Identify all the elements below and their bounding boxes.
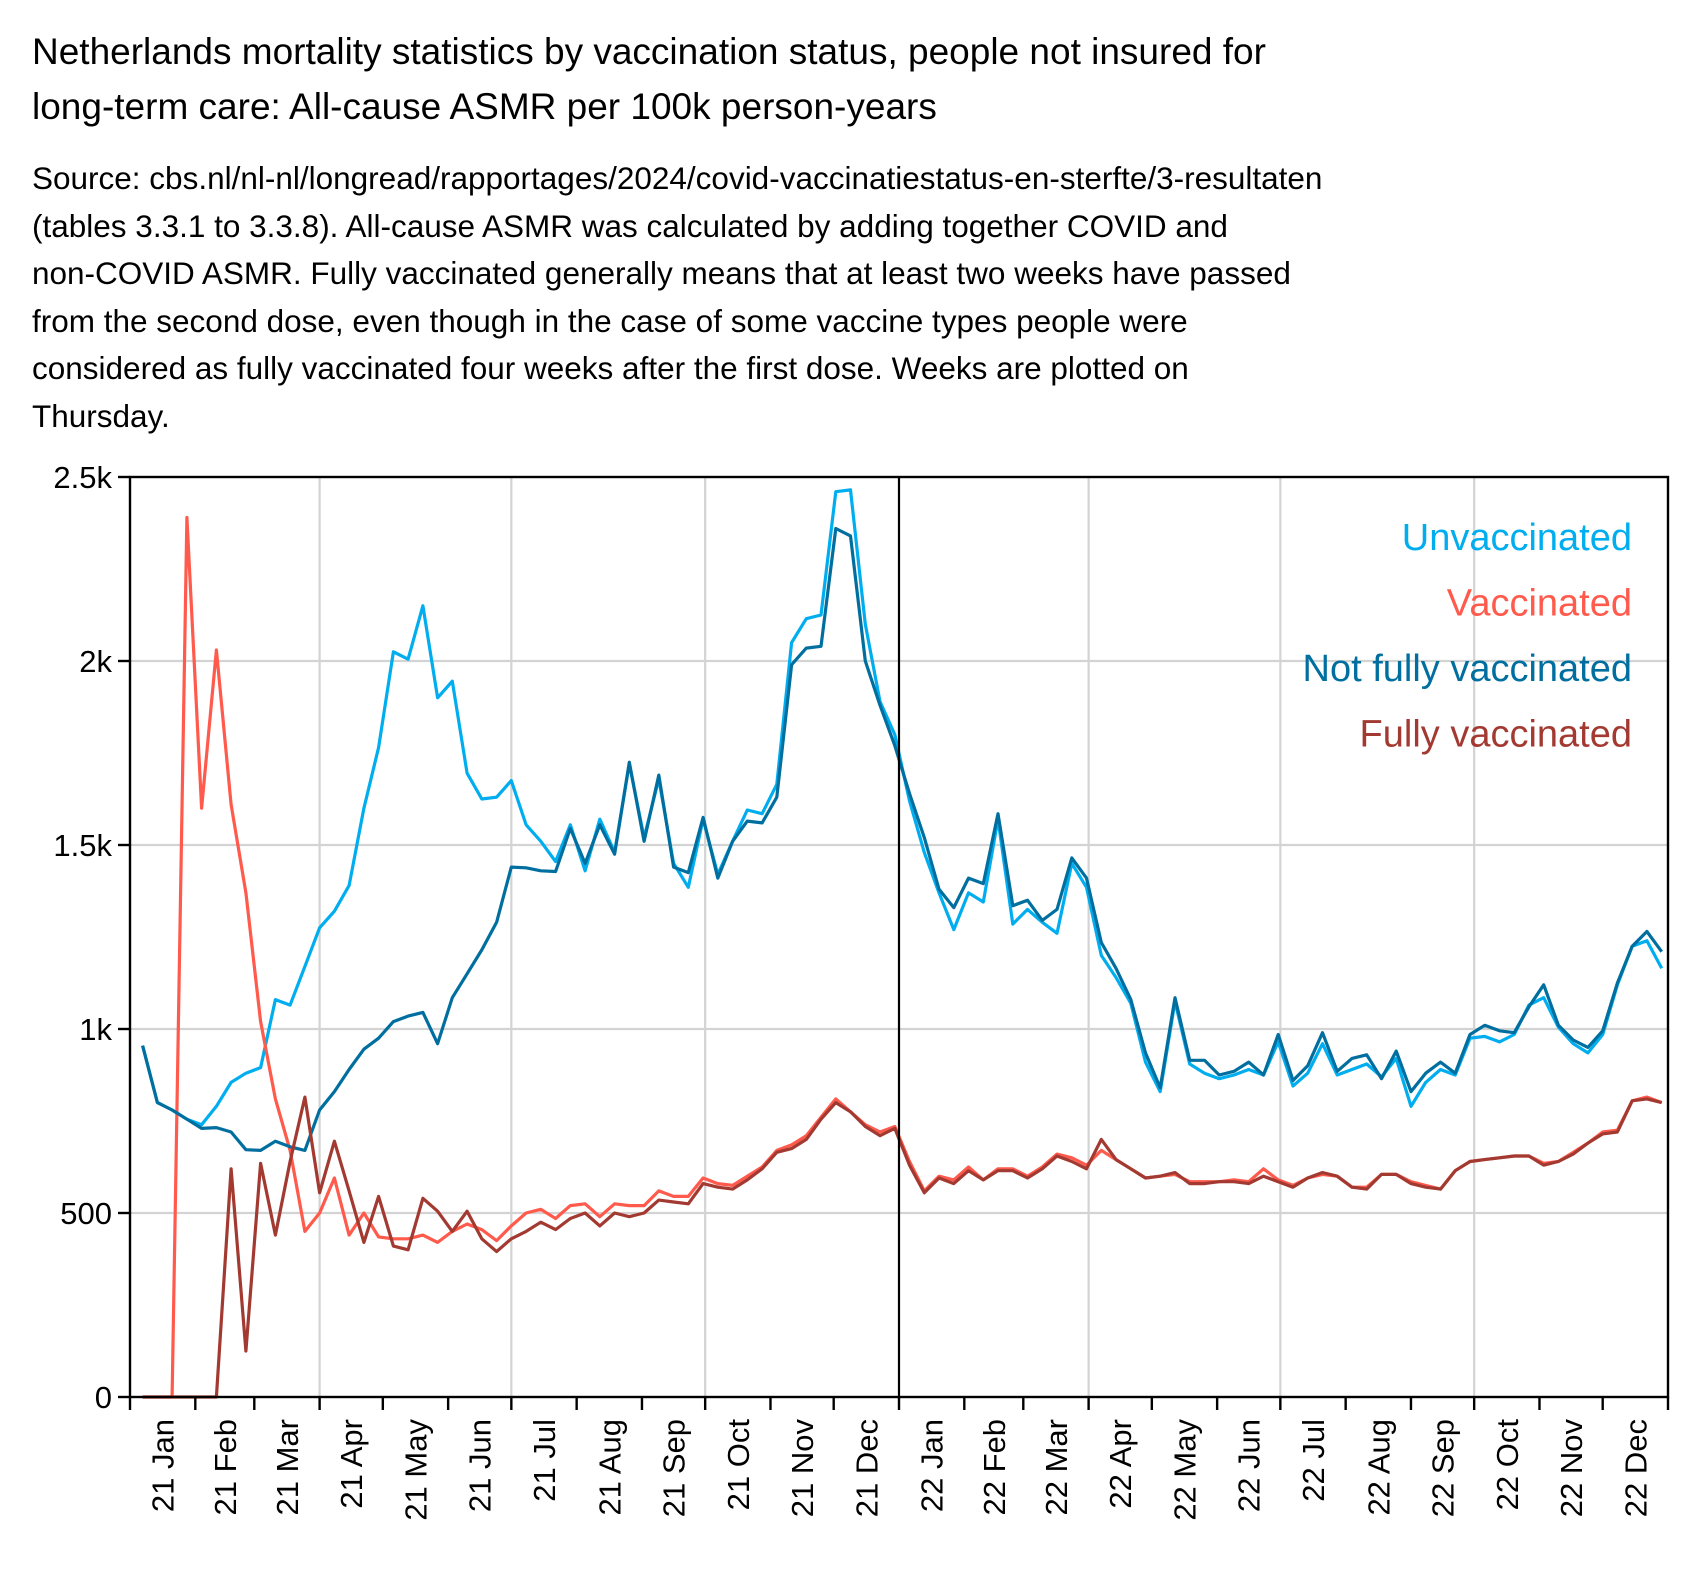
x-tick-label: 21 Mar (270, 1419, 305, 1515)
x-tick-label: 22 Sep (1426, 1419, 1461, 1517)
x-tick-label: 21 Nov (785, 1419, 820, 1518)
legend-item: Not fully vaccinated (1303, 648, 1633, 690)
x-tick-label: 21 Feb (208, 1419, 243, 1516)
series-line-not-fully-vaccinated (141, 526, 1663, 1153)
y-tick-label: 2.5k (53, 460, 112, 495)
legend: Unvaccinated Vaccinated Not fully vaccinat… (1303, 517, 1633, 756)
x-tick-label: 22 Jan (915, 1419, 950, 1512)
x-tick-label: 22 Dec (1618, 1419, 1653, 1517)
x-tick-label: 21 Aug (592, 1419, 627, 1516)
x-tick-label: 22 Nov (1554, 1419, 1589, 1518)
subtitle-line: non-COVID ASMR. Fully vaccinated general… (32, 255, 1291, 292)
y-tick-label: 500 (60, 1196, 112, 1231)
y-tick-label: 1k (79, 1012, 112, 1047)
x-tick-label: 21 Sep (657, 1419, 692, 1517)
series-line-fully-vaccinated (142, 1095, 1663, 1399)
x-tick-label: 21 Jul (527, 1419, 562, 1502)
title-line: long-term care: All-cause ASMR per 100k … (32, 86, 937, 127)
chart-subtitle: Source: cbs.nl/nl-nl/longread/rapportage… (32, 155, 1682, 441)
chart-title: Netherlands mortality statistics by vacc… (32, 24, 1672, 134)
y-tick-label: 1.5k (53, 828, 112, 863)
axes: 0 500 1k 1.5k 2k 2.5k 21 Jan 21 Feb 21 Mar 21 Apr… (53, 460, 1670, 1521)
x-tick-label: 22 Jul (1296, 1419, 1331, 1502)
subtitle-line: from the second dose, even though in the… (32, 302, 1188, 339)
subtitle-line: Source: cbs.nl/nl-nl/longread/rapportage… (32, 160, 1323, 196)
x-tick-label: 22 Mar (1039, 1419, 1074, 1515)
x-tick-label: 22 Apr (1103, 1419, 1138, 1509)
x-tick-label: 22 May (1167, 1419, 1202, 1521)
x-tick-label: 21 Apr (334, 1419, 369, 1509)
x-tick-label: 22 Jun (1232, 1419, 1267, 1512)
x-tick-label: 21 Jun (463, 1419, 498, 1512)
y-tick-label: 2k (79, 644, 112, 679)
subtitle-line: considered as fully vaccinated four week… (32, 350, 1189, 387)
title-line: Netherlands mortality statistics by vacc… (32, 31, 1266, 72)
legend-item: Unvaccinated (1402, 517, 1632, 559)
x-tick-label: 21 Jan (146, 1419, 181, 1512)
x-tick-label: 21 Dec (849, 1419, 884, 1517)
legend-item: Fully vaccinated (1360, 714, 1632, 756)
y-tick-label: 0 (95, 1380, 112, 1415)
subtitle-line: Thursday. (32, 397, 170, 434)
x-tick-label: 21 May (398, 1419, 433, 1521)
x-tick-label: 22 Aug (1361, 1419, 1396, 1516)
x-tick-label: 22 Oct (1490, 1419, 1525, 1511)
legend-item: Vaccinated (1447, 583, 1632, 625)
x-tick-label: 22 Feb (977, 1419, 1012, 1516)
subtitle-line: (tables 3.3.1 to 3.3.8). All-cause ASMR … (32, 207, 1228, 244)
series-lines (141, 488, 1664, 1399)
x-tick-label: 21 Oct (721, 1419, 756, 1511)
